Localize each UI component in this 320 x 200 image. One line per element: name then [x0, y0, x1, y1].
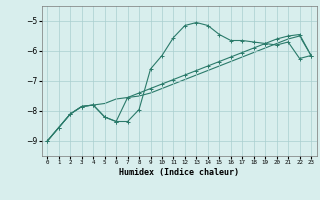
- X-axis label: Humidex (Indice chaleur): Humidex (Indice chaleur): [119, 168, 239, 177]
